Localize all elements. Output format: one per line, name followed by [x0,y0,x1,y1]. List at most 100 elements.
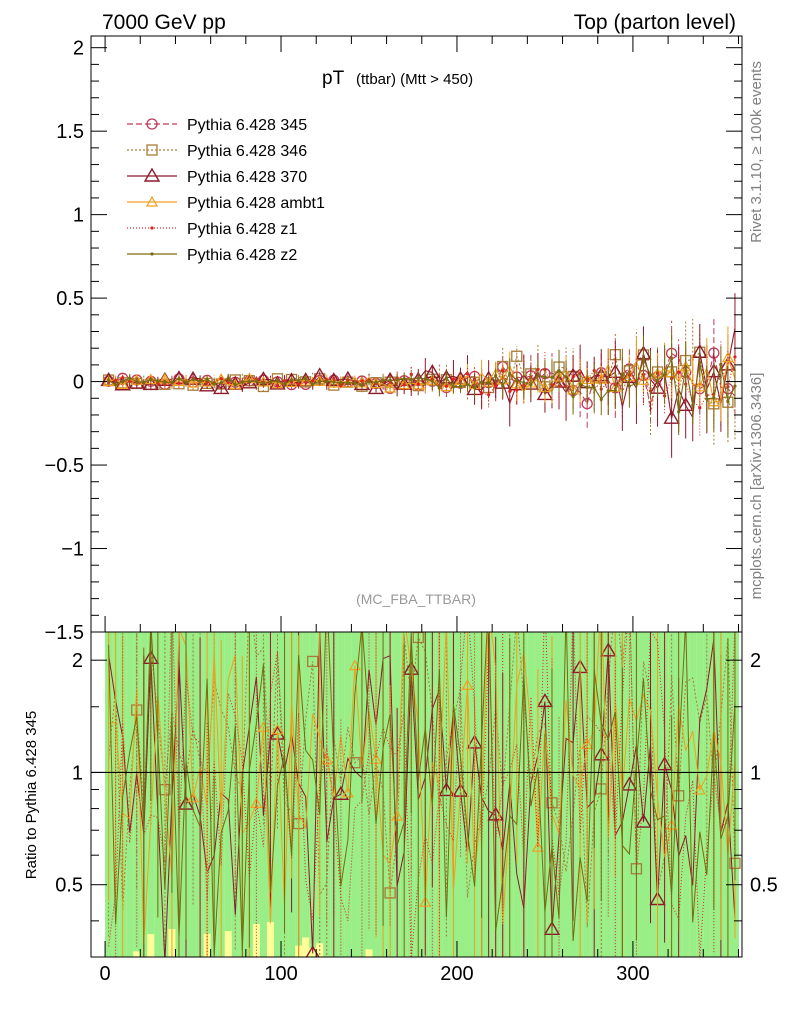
band-inner [703,632,711,957]
data-point [261,381,266,386]
data-point [367,380,371,384]
main-ytick-label: 0.5 [56,288,84,310]
data-point [353,381,357,385]
main-ytick-label: 1 [73,205,84,227]
data-point [388,378,392,382]
legend-marker [150,252,154,256]
ratio-series-5 [108,632,736,957]
main-ytick-label: −0.5 [45,455,84,477]
ratio-ytick-label-right: 1 [750,762,761,784]
data-point [663,409,680,424]
data-point [233,383,237,387]
data-point [557,369,561,373]
ratio-point [531,840,544,852]
data-point [670,356,674,361]
data-point [592,386,596,390]
data-point [648,373,653,377]
ratio-series-layer [108,632,741,957]
band-inner [224,632,233,932]
header-right: Top (parton level) [574,11,736,34]
data-point [627,384,631,388]
data-point [247,379,251,383]
data-point [465,383,470,387]
band-inner [126,632,134,957]
data-point [698,406,702,410]
data-point [212,380,230,395]
ratio-point [487,806,504,821]
data-point [634,381,639,385]
data-point [226,380,230,385]
data-point [142,380,146,385]
legend: Pythia 6.428 345 Pythia 6.428 346 Pythia 6… [127,117,325,264]
legend-item: Pythia 6.428 z1 [127,221,297,238]
band-inner [689,632,697,957]
ratio-point [320,753,333,765]
legend-marker [146,144,158,156]
band-inner [302,632,310,938]
data-point [205,377,209,382]
main-series-layer [100,293,737,458]
data-point [515,379,519,383]
data-point [289,378,294,382]
data-point [677,410,681,414]
data-point [106,378,111,383]
ratio-line [108,632,736,945]
data-point [172,375,185,386]
data-point [606,389,610,393]
data-point [508,389,512,393]
data-point [578,382,582,386]
data-point [733,355,737,359]
data-point [440,380,453,392]
analysis-watermark: (MC_FBA_TTBAR) [356,591,476,607]
band-inner [442,632,451,957]
plot-title-sub: (ttbar) (Mtt > 450) [356,71,473,88]
data-point [458,384,463,388]
main-ytick-label: −1.5 [45,622,84,644]
legend-label: Pythia 6.428 345 [187,117,307,134]
data-point [451,377,456,381]
ratio-line [108,632,736,957]
ratio-point [187,791,200,803]
band-inner [639,632,648,957]
data-point [149,377,153,382]
data-point [254,379,258,383]
data-point [121,379,125,383]
data-point [487,393,491,397]
band-inner [365,632,374,950]
data-point [177,377,181,381]
data-point [187,376,200,388]
data-point [487,381,491,385]
ratio-point [419,895,432,907]
data-point [472,385,477,390]
data-point [437,386,441,390]
data-point [620,372,624,376]
data-point [304,376,308,381]
ratio-point [391,809,404,821]
data-point [662,373,667,377]
legend-marker [146,118,158,130]
data-point [655,379,660,383]
legend-item: Pythia 6.428 370 [127,167,307,186]
data-point [346,381,350,385]
data-point [641,357,646,361]
band-inner [273,632,282,957]
band-inner [351,632,359,957]
data-point [156,379,160,383]
data-point [571,375,575,379]
data-point [613,388,617,392]
legend-label: Pythia 6.428 346 [187,143,307,160]
data-point [177,381,181,385]
band-inner [625,632,634,957]
data-point [219,377,223,381]
data-point [226,376,230,380]
data-point [297,378,301,383]
data-point [451,385,456,389]
data-point [297,382,301,386]
data-point [198,377,216,392]
legend-marker [150,226,154,230]
data-point [381,378,385,383]
data-point [511,350,523,362]
data-point [416,382,420,387]
